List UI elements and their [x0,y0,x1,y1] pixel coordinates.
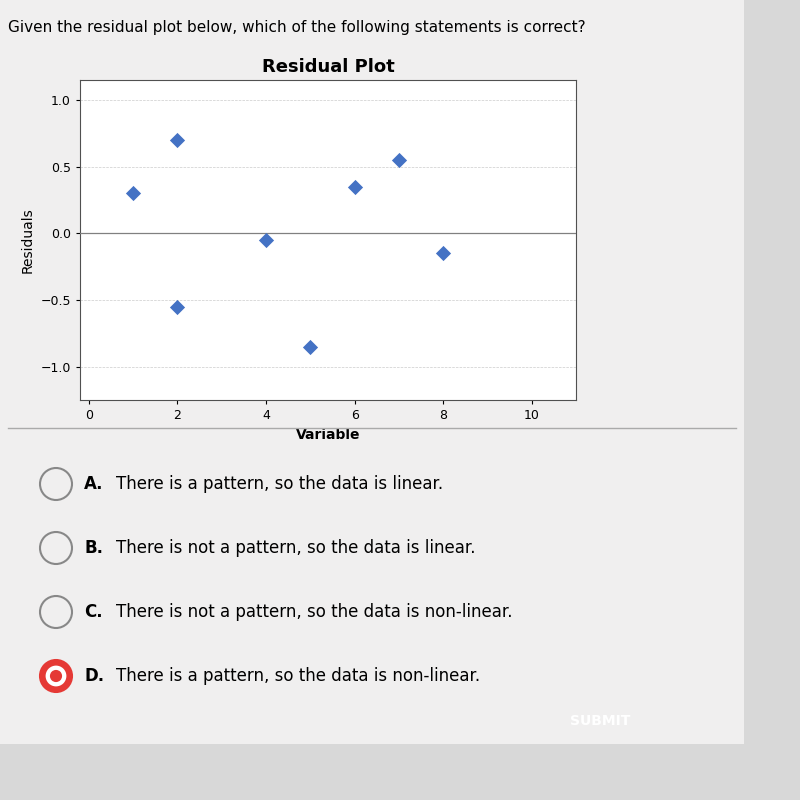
Point [393,154,406,166]
Text: C.: C. [84,603,102,621]
Point [304,340,317,353]
Title: Residual Plot: Residual Plot [262,58,394,76]
Point [348,180,361,193]
Point [437,247,450,260]
Point [171,300,184,313]
Point [126,187,139,200]
Text: There is a pattern, so the data is non-linear.: There is a pattern, so the data is non-l… [116,667,480,685]
Text: Given the residual plot below, which of the following statements is correct?: Given the residual plot below, which of … [8,20,586,35]
Text: There is a pattern, so the data is linear.: There is a pattern, so the data is linea… [116,475,443,493]
Point [259,234,272,246]
X-axis label: Variable: Variable [296,427,360,442]
Y-axis label: Residuals: Residuals [21,207,35,273]
Point [171,134,184,146]
Text: B.: B. [84,539,103,557]
Text: There is not a pattern, so the data is linear.: There is not a pattern, so the data is l… [116,539,475,557]
Text: D.: D. [84,667,104,685]
Text: SUBMIT: SUBMIT [570,714,630,728]
Text: There is not a pattern, so the data is non-linear.: There is not a pattern, so the data is n… [116,603,513,621]
Text: A.: A. [84,475,103,493]
